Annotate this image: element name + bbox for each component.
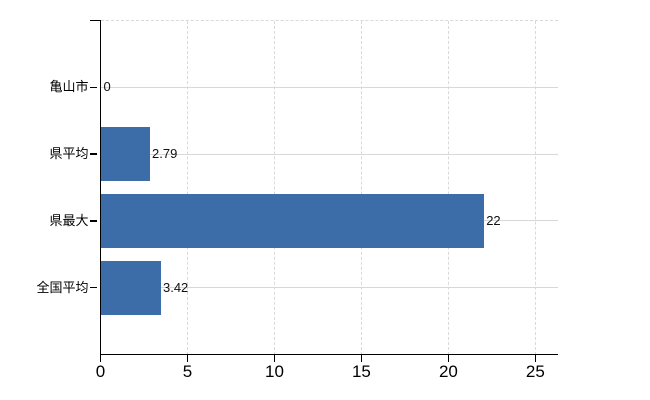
y-axis-category-label: 亀山市 — [49, 79, 89, 95]
y-axis-category-label: 県平均 — [49, 146, 89, 162]
x-axis-tick — [186, 354, 189, 362]
x-axis-tick — [360, 354, 363, 362]
bar — [101, 260, 161, 315]
x-axis-tick — [447, 354, 450, 362]
x-gridline — [273, 20, 275, 355]
bar-value-label: 2.79 — [152, 146, 178, 162]
y-axis-line — [99, 19, 102, 355]
x-axis-line — [99, 353, 558, 356]
y-axis-tick — [90, 286, 97, 289]
plot-top-border — [100, 20, 558, 21]
y-axis-top-cap — [89, 19, 101, 21]
x-axis-tick-label: 20 — [438, 362, 458, 381]
y-axis-tick — [90, 153, 97, 155]
y-axis-tick — [90, 220, 97, 222]
bar-value-label: 3.42 — [162, 279, 189, 295]
x-gridline — [186, 20, 188, 355]
bar-value-label: 0 — [103, 79, 111, 95]
x-gridline — [360, 20, 362, 355]
y-axis-category-label: 県最大 — [49, 212, 89, 228]
y-axis-tick — [90, 86, 97, 89]
y-axis-category-label: 全国平均 — [36, 279, 89, 295]
x-axis-tick-label: 0 — [95, 362, 106, 381]
x-axis-tick — [99, 354, 102, 362]
category-gridline — [100, 86, 558, 88]
category-gridline — [100, 153, 558, 155]
x-axis-tick-label: 25 — [525, 362, 545, 381]
bar-value-label: 22 — [486, 212, 501, 228]
x-axis-tick — [534, 354, 537, 362]
category-gridline — [100, 287, 558, 289]
x-axis-tick — [273, 354, 276, 362]
x-axis-tick-label: 15 — [351, 362, 371, 381]
bar — [101, 127, 150, 182]
bar — [101, 193, 484, 248]
x-gridline — [447, 20, 449, 355]
x-gridline — [534, 20, 536, 355]
x-axis-tick-label: 5 — [182, 362, 193, 381]
x-axis-tick-label: 10 — [264, 362, 284, 381]
